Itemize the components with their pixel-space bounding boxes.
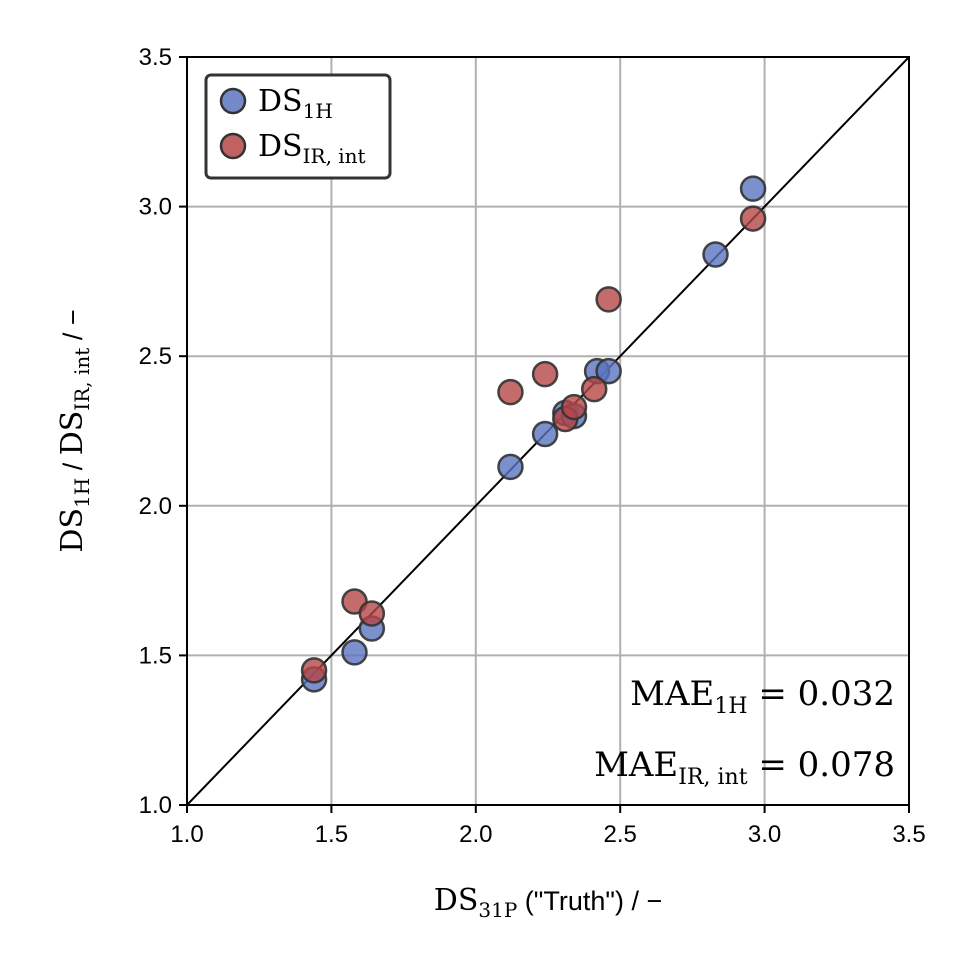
x-label-rest: ("Truth") / − bbox=[517, 886, 662, 916]
mae-1h-sub: 1H bbox=[714, 694, 747, 719]
y-label-sub2: IR, int bbox=[70, 348, 94, 411]
mae-ir-annotation: MAEIR, int = 0.078 bbox=[594, 745, 895, 790]
y-label-base1: DS bbox=[55, 508, 90, 553]
legend-1h-base: DS bbox=[258, 84, 303, 119]
point-ir bbox=[560, 393, 588, 421]
x-label-sub: 31P bbox=[478, 898, 517, 922]
y-label-sep: / bbox=[58, 455, 88, 478]
point-ir bbox=[300, 657, 328, 684]
x-axis-label: DS31P ("Truth") / − bbox=[434, 883, 662, 922]
point-1h bbox=[739, 175, 767, 202]
point-1h bbox=[702, 241, 729, 268]
data-points bbox=[300, 175, 767, 693]
y-tick-label: 2.5 bbox=[139, 343, 172, 370]
y-tick-label: 3.0 bbox=[139, 194, 172, 221]
y-label-base2: DS bbox=[55, 411, 90, 456]
legend-label-1h: DS1H bbox=[258, 84, 333, 123]
point-ir bbox=[580, 375, 608, 403]
legend-ir-base: DS bbox=[258, 129, 303, 164]
mae-ir-sub: IR, int bbox=[678, 765, 747, 790]
x-axis-ticks: 1.0 1.5 2.0 2.5 3.0 3.5 bbox=[170, 805, 926, 848]
mae-ir-value: = 0.078 bbox=[748, 745, 895, 785]
point-1h bbox=[595, 357, 622, 385]
legend-box bbox=[204, 73, 392, 180]
x-tick-label: 1.0 bbox=[170, 821, 203, 848]
point-1h bbox=[497, 453, 524, 481]
legend: DS1H DSIR, int bbox=[204, 73, 392, 180]
y-label-sub1: 1H bbox=[70, 478, 94, 508]
point-ir bbox=[531, 360, 559, 388]
plot-frame bbox=[186, 56, 910, 806]
point-1h bbox=[341, 639, 368, 666]
legend-label-ir: DSIR, int bbox=[258, 129, 366, 168]
y-tick-label: 1.5 bbox=[139, 642, 172, 669]
legend-marker-ir bbox=[219, 132, 247, 160]
x-tick-label: 2.0 bbox=[459, 821, 492, 848]
legend-1h-sub: 1H bbox=[303, 99, 333, 123]
point-ir bbox=[595, 286, 622, 313]
x-tick-label: 2.5 bbox=[604, 821, 637, 848]
legend-marker-1h bbox=[219, 87, 247, 115]
point-ir bbox=[739, 205, 767, 232]
y-label-rest: / − bbox=[58, 309, 88, 347]
point-ir bbox=[497, 378, 524, 406]
y-axis-ticks: 1.0 1.5 2.0 2.5 3.0 3.5 bbox=[139, 44, 187, 819]
point-ir bbox=[358, 600, 386, 627]
y-tick-label: 2.0 bbox=[139, 493, 172, 520]
mae-1h-value: = 0.032 bbox=[748, 674, 895, 714]
x-tick-label: 3.0 bbox=[748, 821, 781, 848]
legend-ir-sub: IR, int bbox=[303, 144, 366, 168]
x-tick-label: 1.5 bbox=[315, 821, 348, 848]
mae-ir-base: MAE bbox=[594, 745, 678, 785]
mae-1h-annotation: MAE1H = 0.032 bbox=[630, 674, 895, 719]
y-axis-label: DS1H / DSIR, int / − bbox=[55, 309, 94, 552]
x-label-base: DS bbox=[434, 883, 479, 918]
x-tick-label: 3.5 bbox=[892, 821, 925, 848]
mae-1h-base: MAE bbox=[630, 674, 714, 714]
point-1h bbox=[531, 420, 559, 448]
y-tick-label: 1.0 bbox=[139, 792, 172, 819]
y-tick-label: 3.5 bbox=[139, 44, 172, 71]
